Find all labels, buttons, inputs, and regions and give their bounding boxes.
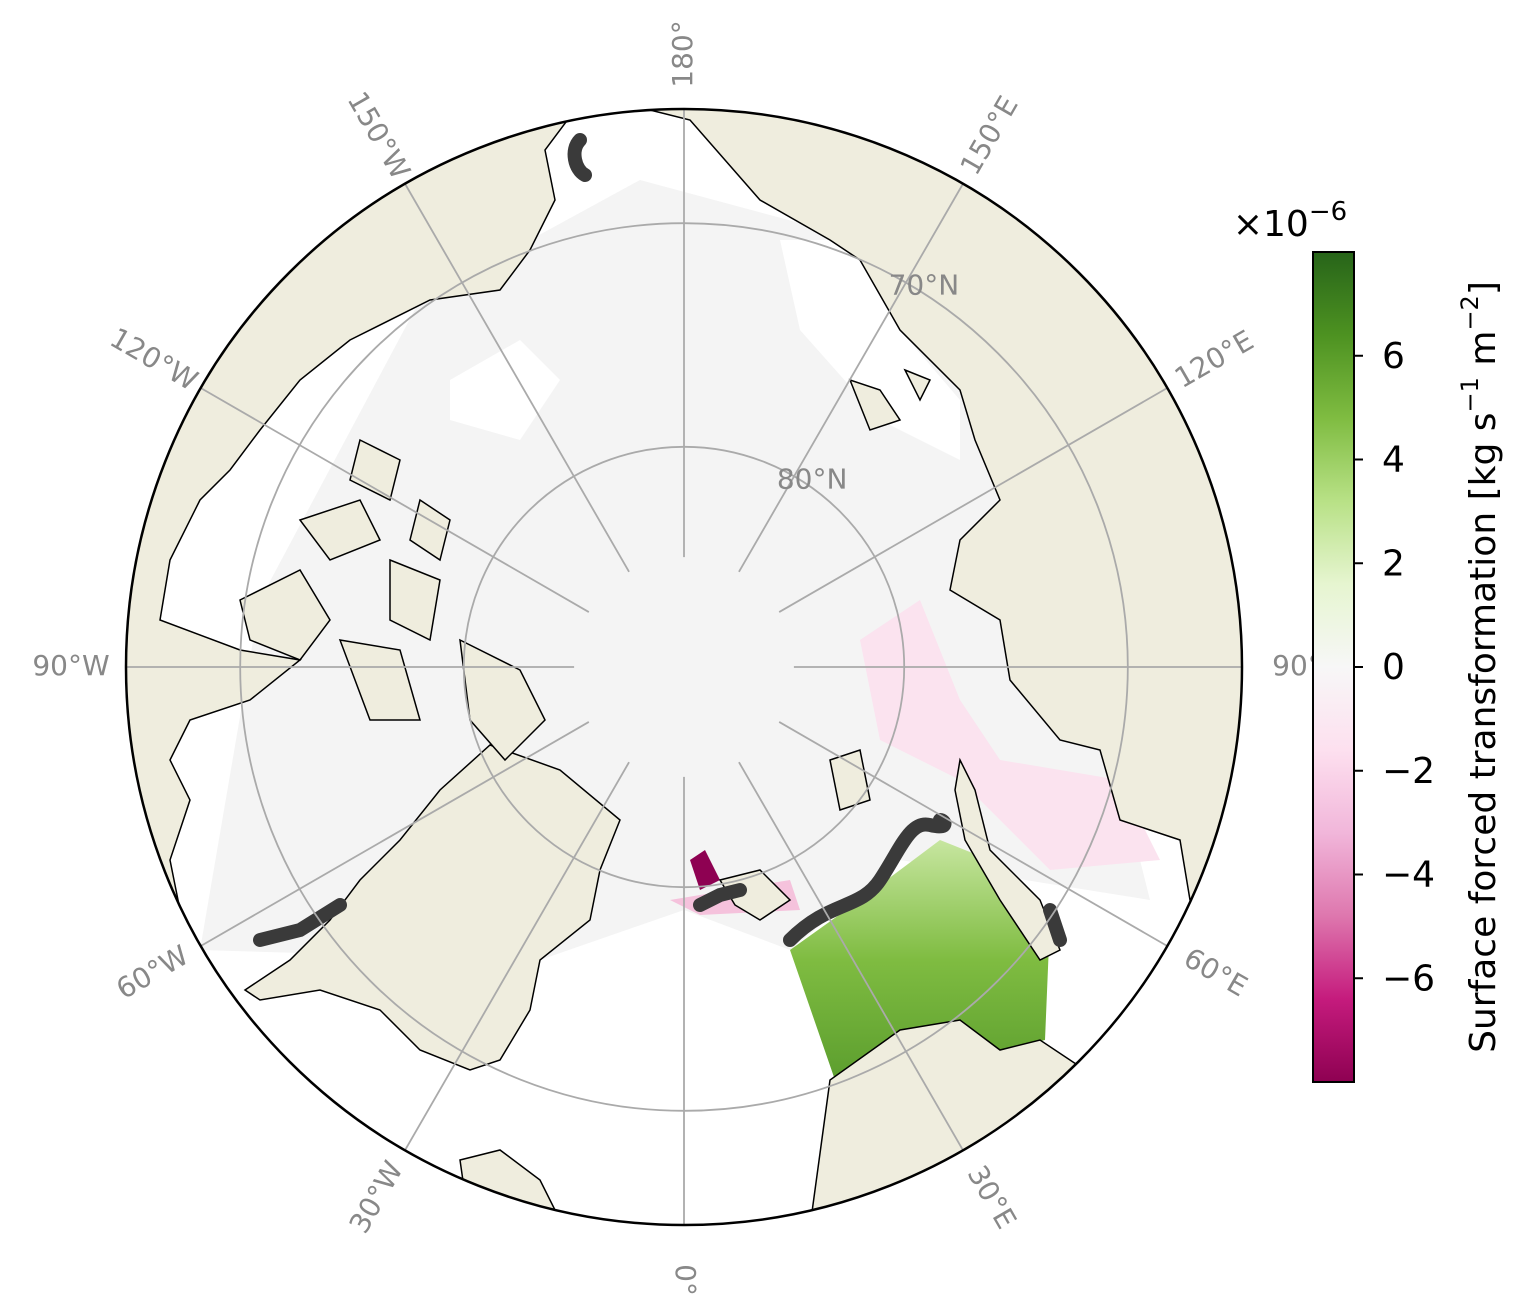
colorbar xyxy=(1313,252,1354,1082)
lon-label: 30°W xyxy=(343,1155,410,1238)
meridian xyxy=(404,761,630,1151)
label-exponent: −1 xyxy=(1456,377,1484,412)
colorbar-ticks: −6 −4 −2 0 2 4 6 xyxy=(1354,336,1435,999)
label-text: Surface forced transformation [kg s xyxy=(1463,412,1504,1052)
colorbar-tick-label: −2 xyxy=(1382,751,1435,792)
pink-patch xyxy=(690,850,720,890)
lon-label: 60°E xyxy=(1178,941,1253,1003)
lon-label: 120°E xyxy=(1169,324,1259,395)
colorbar-tick-label: −4 xyxy=(1382,855,1435,896)
meridian xyxy=(778,721,1168,947)
lon-label: 150°E xyxy=(954,90,1025,180)
map xyxy=(126,109,1242,1225)
meridian xyxy=(738,183,964,573)
lon-label: 150°W xyxy=(341,86,417,185)
scale-base: ×10 xyxy=(1233,204,1309,245)
meridian xyxy=(404,183,630,573)
green-patch xyxy=(790,840,1050,1080)
colorbar-label: Surface forced transformation [kg s−1 m−… xyxy=(1456,281,1504,1053)
colorbar-tick-label: 6 xyxy=(1382,336,1405,377)
lat-label: 80°N xyxy=(777,462,848,495)
lon-label: 30°E xyxy=(961,1160,1023,1235)
label-exponent: −2 xyxy=(1456,295,1484,330)
lon-label: 0° xyxy=(669,1264,702,1296)
label-text: m xyxy=(1463,331,1504,378)
lon-label: 90°W xyxy=(32,649,109,682)
colorbar-tick-label: −6 xyxy=(1382,958,1435,999)
colorbar-tick-label: 2 xyxy=(1382,543,1405,584)
lon-label: 120°W xyxy=(104,321,203,397)
scale-exponent: −6 xyxy=(1309,197,1347,227)
meridian xyxy=(738,761,964,1151)
graticule xyxy=(126,109,1242,1225)
lon-label: 60°W xyxy=(111,939,194,1006)
label-text: ] xyxy=(1463,281,1504,295)
lat-label: 70°N xyxy=(889,269,960,302)
meridian xyxy=(200,721,590,947)
meridian xyxy=(778,387,1168,613)
meridian xyxy=(200,387,590,613)
colorbar-tick-label: 0 xyxy=(1382,647,1405,688)
colorbar-scale: ×10−6 xyxy=(1233,197,1347,246)
map-boundary xyxy=(124,107,1244,1227)
lon-label: 180° xyxy=(666,20,699,87)
colorbar-tick-label: 4 xyxy=(1382,440,1405,481)
ocean-field xyxy=(450,240,960,460)
